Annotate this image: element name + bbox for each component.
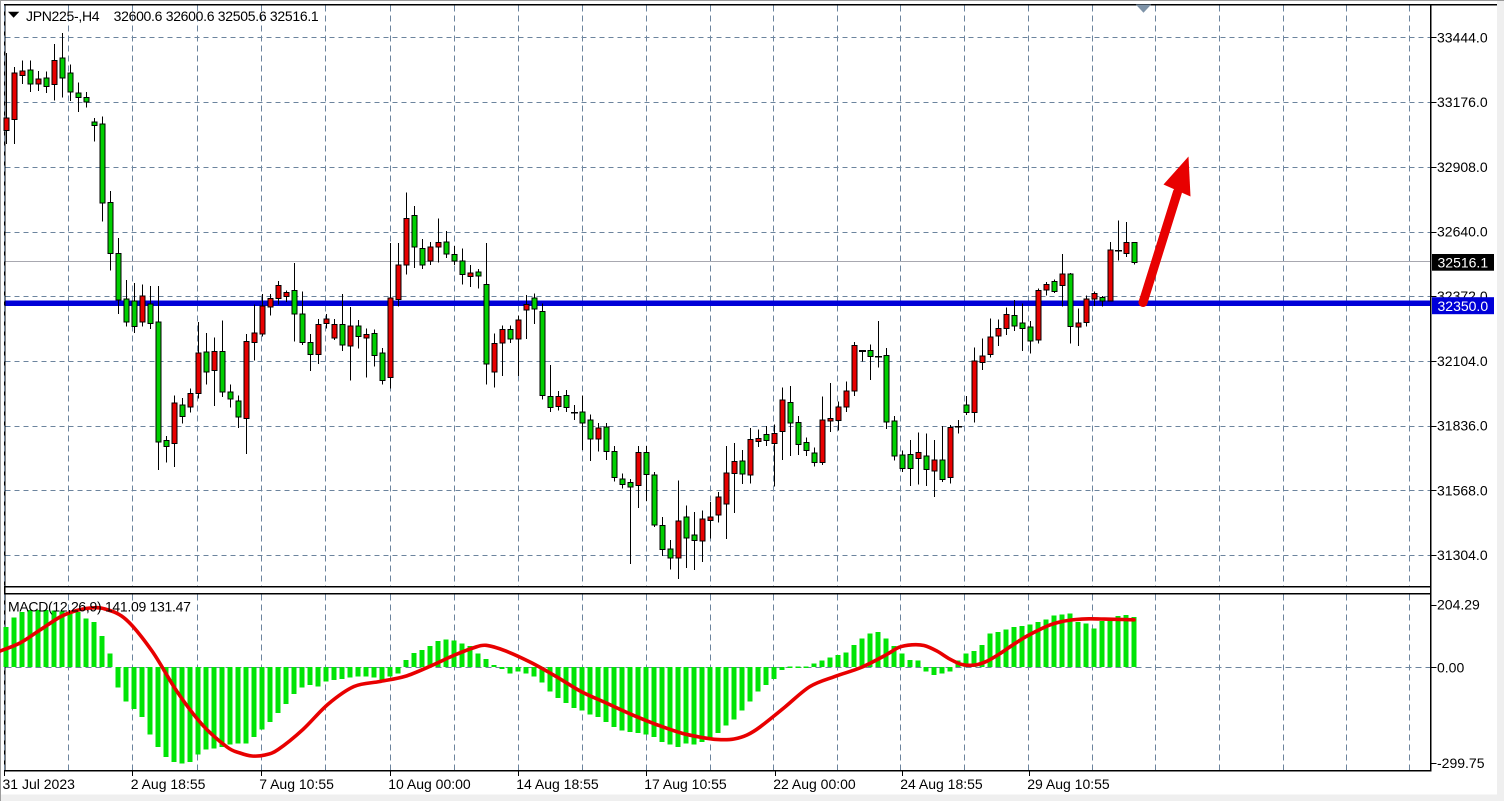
svg-text:2 Aug 18:55: 2 Aug 18:55 [131, 776, 206, 792]
svg-text:10 Aug 00:00: 10 Aug 00:00 [388, 776, 471, 792]
svg-text:MACD(12,26,9) 141.09 131.47: MACD(12,26,9) 141.09 131.47 [8, 599, 191, 615]
svg-text:31568.0: 31568.0 [1437, 482, 1488, 498]
svg-text:33444.0: 33444.0 [1437, 29, 1488, 45]
svg-text:31836.0: 31836.0 [1437, 418, 1488, 434]
svg-text:0.00: 0.00 [1437, 659, 1464, 675]
svg-text:32516.1: 32516.1 [1438, 254, 1489, 270]
svg-text:33176.0: 33176.0 [1437, 94, 1488, 110]
svg-text:7 Aug 10:55: 7 Aug 10:55 [259, 776, 334, 792]
svg-text:32104.0: 32104.0 [1437, 353, 1488, 369]
svg-text:29 Aug 10:55: 29 Aug 10:55 [1027, 776, 1110, 792]
svg-text:17 Aug 10:55: 17 Aug 10:55 [644, 776, 727, 792]
svg-text:31304.0: 31304.0 [1437, 547, 1488, 563]
svg-text:JPN225-,H4 32600.6 32600.6: JPN225-,H4 32600.6 32600.6 32505.6 32516… [26, 8, 319, 24]
svg-text:32908.0: 32908.0 [1437, 159, 1488, 175]
svg-text:31 Jul 2023: 31 Jul 2023 [3, 776, 76, 792]
svg-text:14 Aug 18:55: 14 Aug 18:55 [516, 776, 599, 792]
svg-text:-299.75: -299.75 [1437, 755, 1485, 771]
svg-text:24 Aug 18:55: 24 Aug 18:55 [900, 776, 983, 792]
svg-text:32640.0: 32640.0 [1437, 224, 1488, 240]
svg-text:204.29: 204.29 [1437, 597, 1480, 613]
svg-text:22 Aug 00:00: 22 Aug 00:00 [773, 776, 856, 792]
svg-text:32350.0: 32350.0 [1438, 298, 1489, 314]
